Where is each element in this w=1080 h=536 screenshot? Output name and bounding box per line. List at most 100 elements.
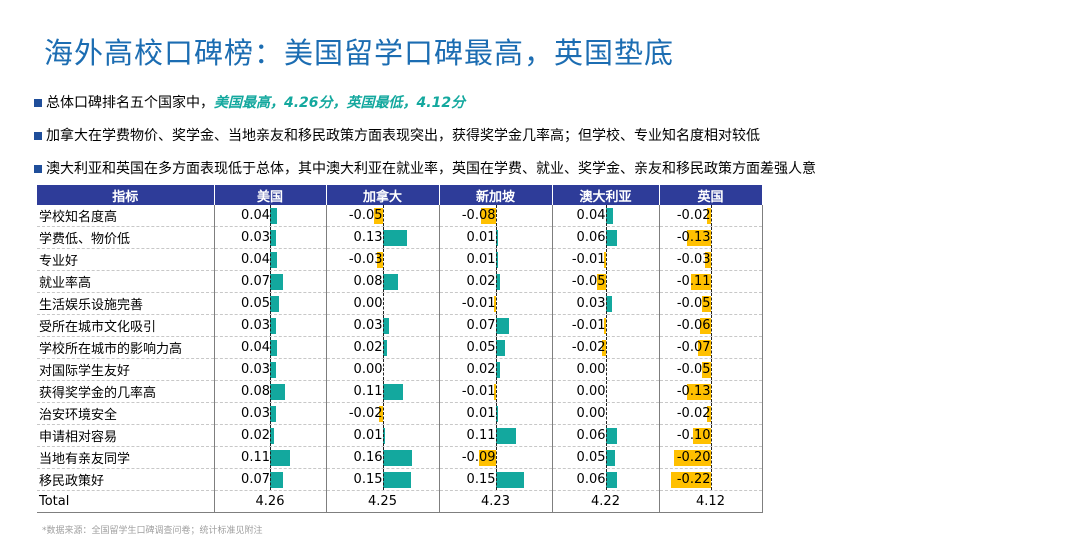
- value-label: 0.01: [466, 230, 496, 245]
- value-cell: 0.07: [214, 468, 327, 491]
- zero-axis: [710, 315, 712, 336]
- zero-axis: [382, 403, 384, 424]
- value-label: 0.04: [241, 208, 270, 223]
- value-label: -0.03: [348, 252, 383, 267]
- value-label: 0.02: [241, 428, 270, 443]
- value-cell: 0.01: [439, 402, 553, 425]
- value-cell: -0.03: [659, 248, 763, 271]
- zero-axis: [495, 403, 497, 424]
- row-label: 专业好: [37, 248, 215, 271]
- value-cell: 0.06: [552, 226, 660, 249]
- value-cell: 0.06: [552, 424, 660, 447]
- zero-axis: [605, 447, 607, 468]
- value-cell: 0.00: [552, 358, 660, 381]
- bullet-item: 加拿大在学费物价、奖学金、当地亲友和移民政策方面表现突出，获得奖学金几率高；但学…: [34, 126, 1074, 159]
- value-label: -0.02: [348, 406, 383, 421]
- value-bar: [701, 296, 711, 312]
- value-bar: [697, 340, 711, 356]
- value-label: 0.03: [241, 230, 270, 245]
- value-label: 0.01: [466, 406, 496, 421]
- value-label: -0.20: [676, 450, 711, 465]
- zero-axis: [270, 293, 271, 314]
- zero-axis: [270, 403, 271, 424]
- value-label: -0.08: [461, 208, 496, 223]
- value-bar: [605, 208, 613, 224]
- value-cell: 0.00: [326, 292, 440, 315]
- value-label: 0.03: [241, 362, 270, 377]
- row-label: 受所在城市文化吸引: [37, 314, 215, 337]
- zero-axis: [495, 469, 497, 490]
- zero-axis: [382, 469, 384, 490]
- bullet-square-icon: [34, 132, 42, 140]
- zero-axis: [495, 337, 497, 358]
- value-bar: [495, 472, 524, 488]
- value-bar: [686, 384, 711, 400]
- value-bar: [495, 230, 498, 246]
- value-cell: -0.01: [552, 248, 660, 271]
- zero-axis: [495, 381, 497, 402]
- header-metric: 指标: [37, 185, 215, 205]
- value-label: -0.07: [676, 340, 711, 355]
- value-cell: 0.11: [439, 424, 553, 447]
- table-row: 学校所在城市的影响力高 0.04 0.02 0.05 -0.02 -0.07: [37, 336, 763, 359]
- zero-axis: [270, 425, 271, 446]
- zero-axis: [495, 227, 497, 248]
- value-label: -0.01: [571, 318, 606, 333]
- value-cell: 0.07: [439, 314, 553, 337]
- value-bar: [495, 252, 498, 268]
- table-row: 治安环境安全 0.03 -0.02 0.01 0.00 -0.02: [37, 402, 763, 425]
- value-bar: [270, 208, 277, 224]
- value-label: 0.05: [466, 340, 496, 355]
- value-bar: [270, 252, 277, 268]
- zero-axis: [605, 403, 607, 424]
- zero-axis: [605, 293, 607, 314]
- header-singapore: 新加坡: [439, 185, 553, 205]
- zero-axis: [710, 447, 712, 468]
- zero-axis: [270, 315, 271, 336]
- zero-axis: [382, 205, 384, 226]
- zero-axis: [382, 359, 384, 380]
- value-bar: [270, 450, 290, 466]
- value-bar: [605, 472, 617, 488]
- zero-axis: [605, 469, 607, 490]
- value-bar: [699, 318, 711, 334]
- total-value: 4.22: [552, 490, 660, 513]
- zero-axis: [710, 381, 712, 402]
- value-cell: 0.04: [552, 205, 660, 227]
- value-bar: [495, 274, 500, 290]
- table-row: 生活娱乐设施完善 0.05 0.00 -0.01 0.03 -0.05: [37, 292, 763, 315]
- value-bar: [670, 472, 711, 488]
- value-cell: 0.01: [326, 424, 440, 447]
- row-label: 当地有亲友同学: [37, 446, 215, 469]
- value-label: 0.08: [241, 384, 270, 399]
- value-label: 0.04: [241, 340, 270, 355]
- value-label: -0.03: [676, 252, 711, 267]
- value-label: 0.11: [241, 450, 270, 465]
- value-label: 0.16: [353, 450, 383, 465]
- bullet-item: 总体口碑排名五个国家中， 美国最高，4.26分，英国最低，4.12分: [34, 93, 1074, 126]
- zero-axis: [382, 227, 384, 248]
- value-label: 0.05: [241, 296, 270, 311]
- value-label: -0.05: [676, 362, 711, 377]
- value-cell: 0.04: [214, 205, 327, 227]
- bullet-square-icon: [34, 165, 42, 173]
- value-cell: -0.06: [659, 314, 763, 337]
- value-cell: 0.01: [439, 226, 553, 249]
- value-cell: -0.01: [439, 380, 553, 403]
- value-cell: 0.02: [214, 424, 327, 447]
- value-label: -0.06: [676, 318, 711, 333]
- value-bar: [270, 274, 283, 290]
- value-bar: [605, 428, 617, 444]
- value-bar: [270, 384, 285, 400]
- value-label: 0.06: [576, 230, 606, 245]
- zero-axis: [495, 359, 497, 380]
- bullet-text: 澳大利亚和英国在多方面表现低于总体，其中澳大利亚在就业率，英国在学费、就业、奖学…: [46, 161, 816, 177]
- value-label: 0.15: [466, 472, 496, 487]
- total-row: Total 4.26 4.25 4.23 4.22 4.12: [37, 490, 763, 513]
- value-bar: [382, 274, 398, 290]
- value-bar: [673, 450, 711, 466]
- value-bar: [382, 340, 387, 356]
- bullet-highlight: 美国最高，4.26分，英国最低，4.12分: [214, 95, 466, 111]
- value-bar: [495, 340, 505, 356]
- value-cell: 0.05: [439, 336, 553, 359]
